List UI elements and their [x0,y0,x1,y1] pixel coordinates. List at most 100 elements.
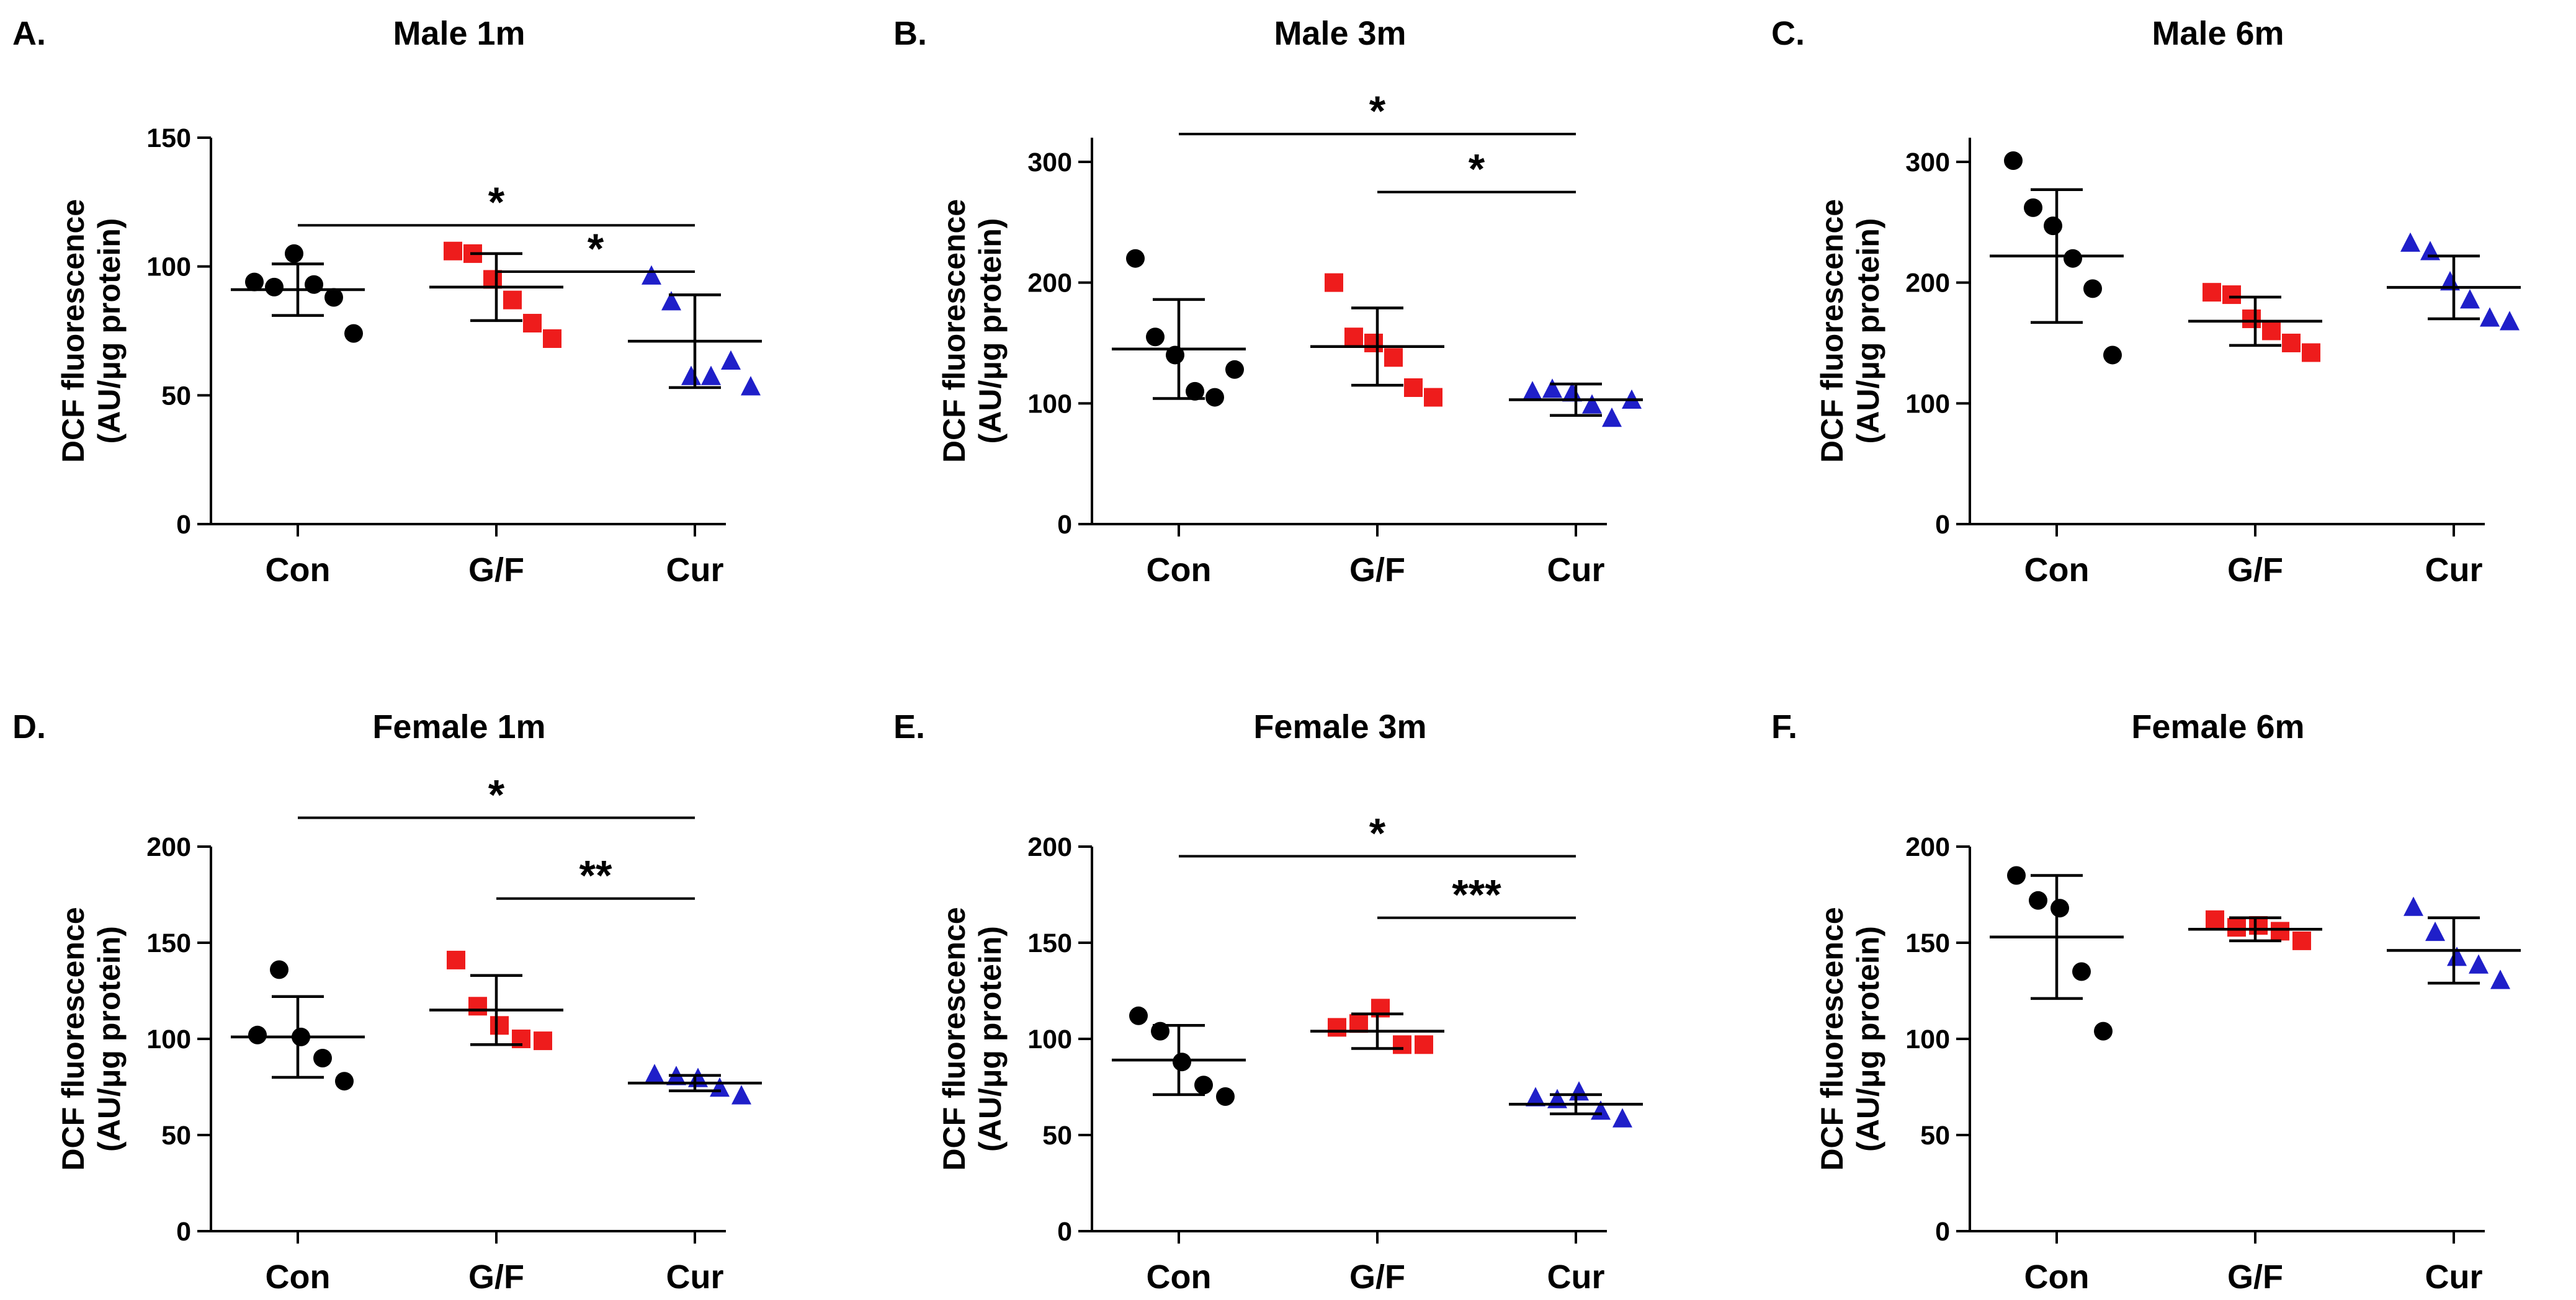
y-tick-label: 200 [1905,832,1950,862]
series-con [231,244,365,343]
panel-title: Male 3m [1274,15,1406,52]
y-axis-label-line1: DCF fluorescence [56,907,91,1170]
data-point [1415,1035,1433,1054]
data-point [2282,333,2301,352]
data-point [2447,946,2467,966]
series-con [1112,249,1246,407]
y-tick-label: 300 [1905,148,1950,177]
data-point [2400,232,2420,252]
data-point [1404,378,1423,398]
data-point [645,1064,664,1084]
data-point [523,314,542,333]
data-point [1523,381,1542,401]
data-point [490,1016,509,1035]
series-cur [628,265,762,396]
y-axis-label-line2: (AU/μg protein) [973,926,1008,1152]
x-tick-label-con: Con [2024,551,2090,589]
y-tick-label: 100 [1905,1025,1950,1054]
x-tick-label-gf: G/F [2227,551,2283,589]
significance-label: * [588,225,604,272]
data-point [1225,360,1244,379]
y-axis-label: DCF fluorescence (AU/μg protein) [56,907,127,1170]
series-gf [429,950,563,1051]
y-tick-label: 0 [176,510,191,540]
y-tick-label: 150 [146,123,191,153]
x-tick-label-con: Con [266,551,331,589]
y-tick-label: 100 [1027,389,1072,419]
x-tick-label-cur: Cur [666,1258,724,1296]
data-point [543,329,561,348]
data-point [721,350,741,370]
panel-title: Male 6m [2152,15,2284,52]
significance-label: *** [1452,871,1501,919]
y-axis-label-line2: (AU/μg protein) [1851,218,1885,444]
data-point [2242,309,2261,329]
y-tick-label: 0 [1935,510,1950,540]
data-point [2203,283,2221,302]
panel-title: Female 6m [2131,708,2304,746]
data-point [2302,343,2320,362]
x-tick-label-cur: Cur [2425,551,2483,589]
y-axis-label-line1: DCF fluorescence [1815,907,1849,1170]
data-point [710,1077,730,1097]
y-tick-label: 0 [176,1217,191,1247]
data-point [245,272,264,292]
y-tick-label: 150 [1027,928,1072,958]
panel-title: Female 3m [1253,708,1426,746]
y-axis-label: DCF fluorescence (AU/μg protein) [1815,199,1885,463]
data-point [344,324,363,343]
panel-letter: B. [893,15,927,52]
data-point [1349,1014,1368,1033]
data-point [468,997,487,1016]
data-point [447,950,465,969]
y-axis-label-line1: DCF fluorescence [56,199,91,463]
data-point [2480,307,2500,327]
data-point [534,1031,552,1051]
data-point [265,277,284,296]
x-tick-label-cur: Cur [666,551,724,589]
data-point [483,270,502,289]
y-tick-label: 200 [1027,832,1072,862]
series-cur [628,1064,762,1105]
y-tick-label: 150 [1905,928,1950,958]
data-point [1126,249,1145,268]
y-tick-label: 0 [1935,1217,1950,1247]
y-tick-label: 0 [1057,1217,1072,1247]
data-point [1526,1087,1545,1106]
y-axis-label: DCF fluorescence (AU/μg protein) [1815,907,1885,1170]
x-tick-label-cur: Cur [1547,1258,1605,1296]
y-axis-label-line2: (AU/μg protein) [1851,926,1885,1152]
y-tick-label: 100 [146,1025,191,1054]
data-point [1129,1006,1148,1025]
series-cur [1509,1081,1643,1128]
data-point [731,1085,751,1105]
data-point [1328,1018,1346,1037]
data-point [1612,1108,1632,1128]
x-tick-label-cur: Cur [1547,551,1605,589]
y-tick-label: 0 [1057,510,1072,540]
panel-letter: A. [12,15,46,52]
y-axis-label: DCF fluorescence (AU/μg protein) [937,199,1008,463]
y-axis-label: DCF fluorescence (AU/μg protein) [937,907,1008,1170]
series-cur [1509,378,1643,427]
panel-title: Female 1m [372,708,545,746]
y-tick-label: 300 [1027,148,1072,177]
data-point [1194,1075,1213,1095]
panel-letter: C. [1771,15,1805,52]
panel-c: C. Male 6m DCF fluorescence (AU/μg protein)… [1771,15,2521,589]
data-point [2500,311,2520,331]
y-tick-label: 50 [1920,1121,1950,1151]
significance-label: * [1369,810,1386,857]
x-tick-label-cur: Cur [2425,1258,2483,1296]
series-gf [2188,910,2322,950]
y-tick-label: 100 [1905,389,1950,419]
panel-letter: E. [893,708,925,746]
y-axis-label-line1: DCF fluorescence [937,199,972,463]
data-point [1146,327,1165,347]
data-point [1205,388,1224,407]
panel-e: E. Female 3m DCF fluorescence (AU/μg protei… [893,708,1643,1296]
significance-label: ** [579,852,612,899]
data-point [2469,954,2489,974]
data-point [2490,969,2510,989]
y-tick-label: 200 [1027,269,1072,298]
